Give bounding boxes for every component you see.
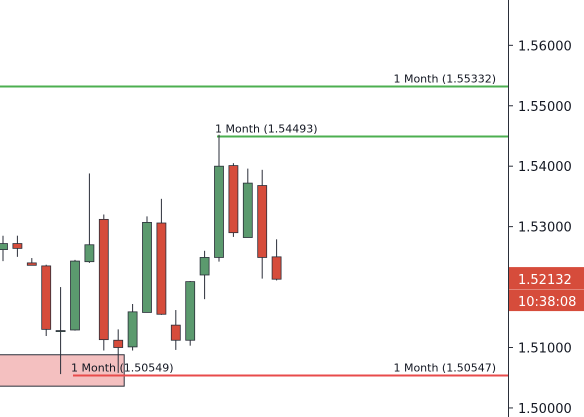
candle-body-up	[185, 281, 196, 341]
last-price-badge-bg	[509, 267, 584, 312]
candle-body-up	[84, 244, 95, 263]
plot-background	[0, 0, 508, 417]
price-axis-background	[508, 0, 584, 417]
candle	[185, 281, 196, 346]
candle	[12, 235, 23, 257]
candle-body-down	[41, 265, 52, 330]
candle	[214, 134, 224, 262]
candle-body-down	[26, 262, 37, 266]
last-price-badge: 1.52132 10:38:08	[509, 267, 584, 312]
support-resistance-levels: 1 Month (1.55332) 1 Month (1.54493) 1 Mont…	[0, 73, 508, 377]
candle	[228, 163, 239, 237]
plot-area	[0, 0, 508, 417]
candle	[41, 264, 52, 337]
price-axis-label: 1.55000	[518, 100, 572, 115]
level-label: 1 Month (1.54493)	[215, 123, 318, 136]
level-label: 1 Month (1.50549)	[71, 362, 174, 375]
candle-body-up	[127, 311, 138, 348]
candle	[156, 198, 167, 315]
candle	[199, 250, 210, 300]
price-axis-label: 1.53000	[518, 221, 572, 236]
candlestick-series	[0, 134, 282, 375]
candle	[26, 258, 37, 266]
candle-body-up	[55, 330, 66, 332]
price-axis-label: 1.56000	[518, 39, 572, 54]
candle-body-down	[113, 339, 124, 348]
candle	[170, 310, 181, 350]
candle-body-down	[228, 165, 239, 234]
candle	[257, 169, 268, 279]
candle-body-up	[214, 165, 224, 258]
candle	[127, 303, 138, 351]
price-axis-label: 1.51000	[518, 342, 572, 357]
candle-body-down	[98, 218, 109, 341]
candle-body-up	[0, 243, 8, 250]
candle	[55, 287, 66, 375]
candle-body-up	[242, 182, 253, 238]
candle	[98, 214, 109, 351]
candle-body-down	[156, 222, 167, 315]
candle	[113, 329, 124, 373]
candle-body-down	[271, 256, 282, 280]
candle-body-up	[70, 260, 80, 331]
last-price-value: 1.52132	[518, 273, 572, 288]
candle-body-up	[199, 257, 210, 276]
candle-body-down	[257, 185, 268, 258]
candle	[70, 259, 80, 331]
candle	[0, 235, 8, 262]
price-axis-label: 1.50000	[518, 402, 572, 417]
candle-body-up	[142, 221, 152, 313]
level-label: 1 Month (1.50547)	[393, 362, 496, 375]
candle	[142, 216, 152, 313]
candle-body-down	[12, 243, 23, 249]
candle	[242, 168, 253, 238]
candle	[84, 173, 95, 263]
level-label: 1 Month (1.55332)	[393, 73, 496, 86]
price-axis[interactable]: 1.56000 1.55000 1.54000 1.53000 1.51000 1.500…	[508, 0, 584, 417]
candle	[271, 239, 282, 281]
bar-countdown: 10:38:08	[518, 295, 576, 310]
price-axis-label: 1.54000	[518, 160, 572, 175]
candle-body-down	[170, 324, 181, 341]
demand-zone-box	[0, 354, 125, 387]
